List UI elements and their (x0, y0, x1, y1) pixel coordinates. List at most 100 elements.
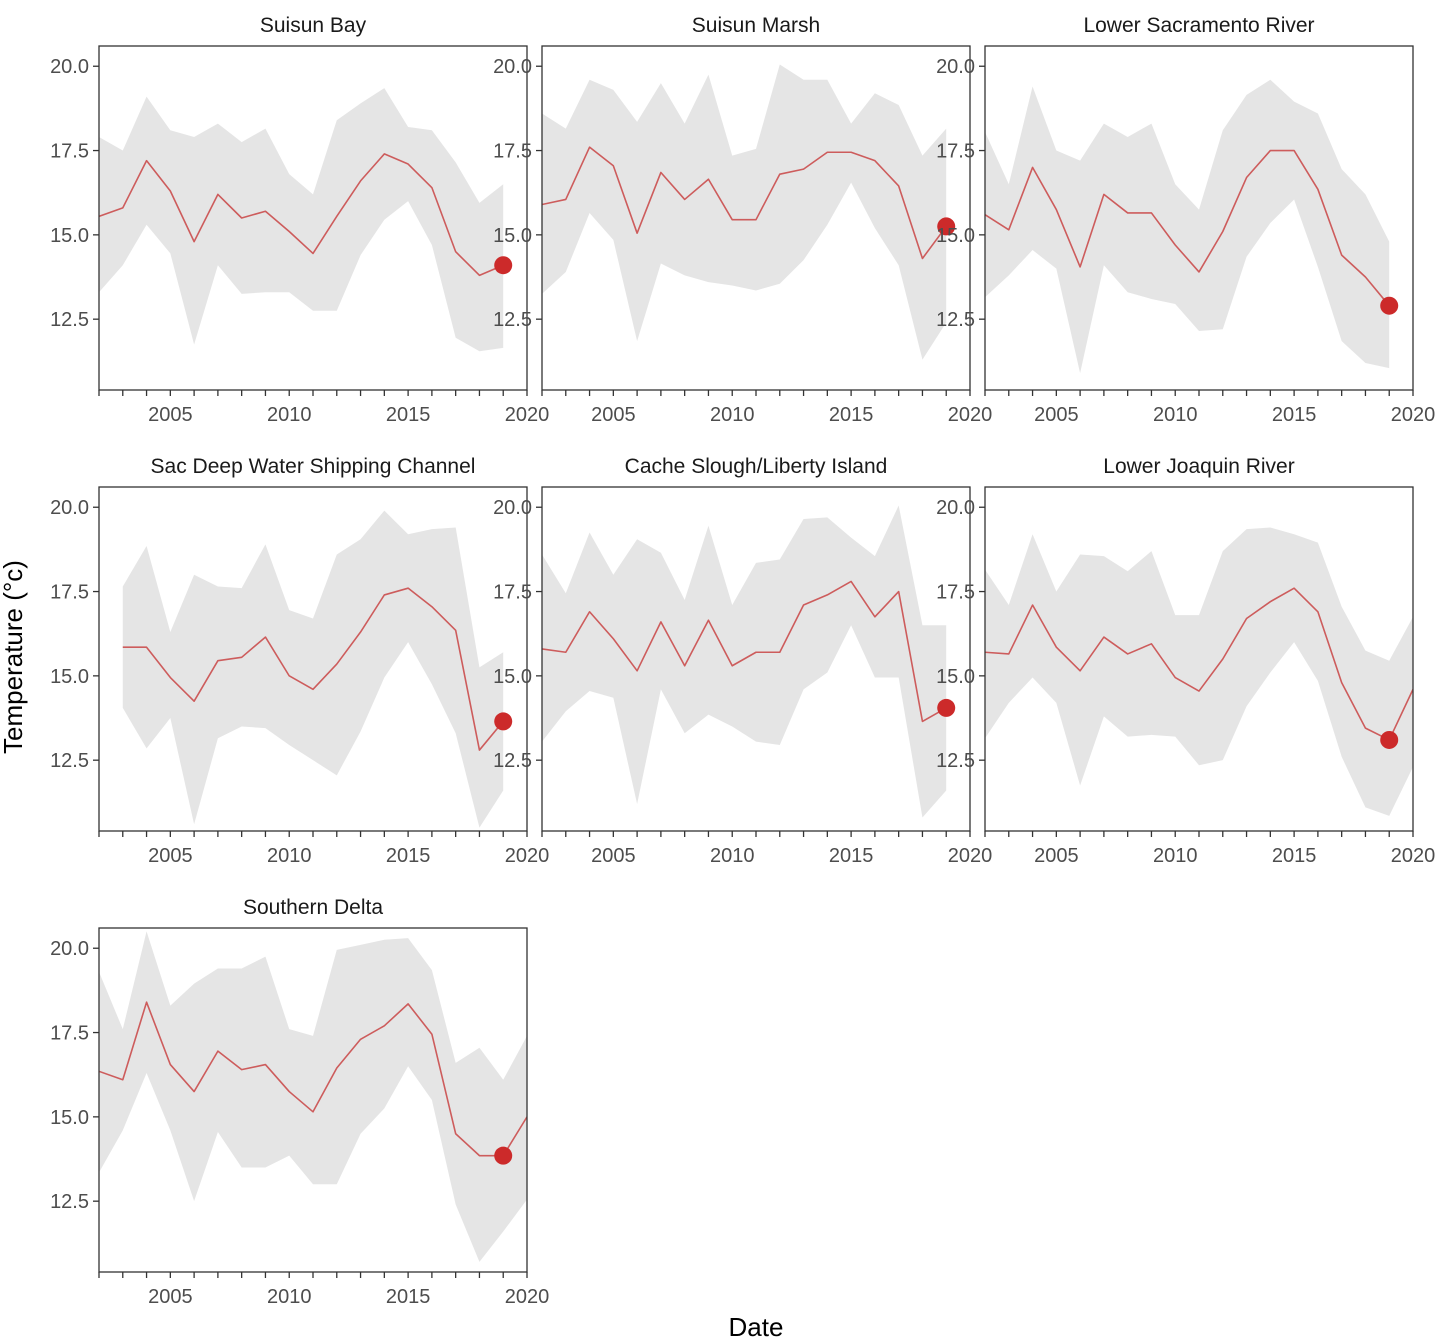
y-tick-label: 12.5 (493, 309, 532, 331)
panel-plot-area (99, 931, 527, 1262)
x-tick-label: 2020 (505, 845, 550, 867)
y-axis-title: Temperature (°c) (0, 560, 28, 754)
x-tick-label: 2005 (591, 845, 636, 867)
x-axis-title: Date (729, 1312, 784, 1342)
x-tick-label: 2015 (1272, 845, 1317, 867)
mean-line (542, 580, 947, 723)
y-tick-label: 20.0 (50, 56, 89, 78)
x-tick-label: 2010 (267, 845, 312, 867)
y-tick-label: 15.0 (50, 225, 89, 247)
y-tick-label: 20.0 (936, 56, 975, 78)
x-tick-label: 2015 (829, 845, 874, 867)
x-tick-label: 2010 (267, 404, 312, 426)
panel-plot-area (542, 505, 947, 818)
x-tick-label: 2010 (267, 1286, 312, 1308)
current-year-point (937, 217, 956, 236)
facet-panel: Suisun Marsh 12.5 15.0 17.5 20.0 2005 2010 2015… (493, 14, 992, 426)
mean-line (985, 587, 1413, 741)
panel-plot-area (985, 527, 1413, 816)
x-tick-label: 2005 (148, 404, 193, 426)
panel-title: Lower Sacramento River (1083, 14, 1314, 37)
facet-panel: Lower Joaquin River 12.5 15.0 17.5 20.0 2005 2… (936, 455, 1435, 867)
y-tick-label: 17.5 (50, 141, 89, 163)
mean-line (542, 146, 947, 260)
panel-title: Sac Deep Water Shipping Channel (151, 455, 476, 478)
x-tick-label: 2005 (1034, 404, 1079, 426)
range-ribbon (985, 79, 1390, 374)
y-tick-label: 17.5 (50, 1023, 89, 1045)
y-tick-label: 20.0 (493, 497, 532, 519)
current-year-point (1380, 296, 1399, 315)
y-tick-label: 12.5 (50, 750, 89, 772)
x-tick-label: 2015 (1272, 404, 1317, 426)
y-tick-label: 17.5 (493, 141, 532, 163)
range-ribbon (542, 505, 947, 818)
y-tick-label: 15.0 (50, 666, 89, 688)
current-year-point (937, 698, 956, 717)
current-year-point (1380, 730, 1399, 749)
x-tick-label: 2020 (505, 1286, 550, 1308)
panel-title: Suisun Bay (260, 14, 367, 37)
x-tick-label: 2015 (386, 1286, 431, 1308)
x-tick-label: 2020 (1391, 845, 1436, 867)
y-tick-label: 12.5 (50, 1191, 89, 1213)
range-ribbon (122, 510, 504, 828)
facet-panel: Lower Sacramento River 12.5 15.0 17.5 20.0 20… (936, 14, 1435, 426)
x-tick-label: 2005 (591, 404, 636, 426)
facet-panel: Sac Deep Water Shipping Channel 12.5 15.0 1… (50, 455, 549, 867)
mean-line (985, 149, 1390, 307)
range-ribbon (985, 527, 1413, 816)
range-ribbon (542, 64, 947, 360)
range-ribbon (99, 931, 527, 1262)
y-tick-label: 15.0 (50, 1107, 89, 1129)
x-tick-label: 2015 (386, 845, 431, 867)
facet-panel: Cache Slough/Liberty Island 12.5 15.0 17.5 2… (493, 455, 992, 867)
range-ribbon (99, 88, 504, 352)
y-tick-label: 15.0 (493, 666, 532, 688)
panel-plot-area (122, 510, 504, 828)
facet-panels: Suisun Bay 12.5 15.0 17.5 20.0 2005 2010 2015 20… (50, 14, 1435, 1308)
x-tick-label: 2020 (1391, 404, 1436, 426)
y-tick-label: 20.0 (493, 56, 532, 78)
panel-title: Lower Joaquin River (1103, 455, 1294, 478)
y-tick-label: 12.5 (936, 309, 975, 331)
x-tick-label: 2020 (948, 845, 993, 867)
y-tick-label: 17.5 (50, 582, 89, 604)
mean-line (122, 587, 504, 751)
current-year-point (494, 256, 513, 275)
y-tick-label: 20.0 (50, 497, 89, 519)
x-tick-label: 2005 (148, 1286, 193, 1308)
mean-line (99, 1001, 527, 1157)
panel-title: Suisun Marsh (692, 14, 820, 37)
current-year-point (494, 712, 513, 731)
x-tick-label: 2005 (148, 845, 193, 867)
y-tick-label: 20.0 (936, 497, 975, 519)
y-tick-label: 17.5 (493, 582, 532, 604)
x-tick-label: 2015 (386, 404, 431, 426)
x-tick-label: 2015 (829, 404, 874, 426)
mean-line (99, 153, 504, 277)
x-tick-label: 2010 (710, 404, 755, 426)
x-tick-label: 2010 (710, 845, 755, 867)
y-tick-label: 12.5 (50, 309, 89, 331)
panel-title: Cache Slough/Liberty Island (625, 455, 888, 478)
facet-panel: Suisun Bay 12.5 15.0 17.5 20.0 2005 2010 2015 20… (50, 14, 549, 426)
panel-plot-area (542, 64, 947, 360)
x-tick-label: 2010 (1153, 404, 1198, 426)
y-tick-label: 15.0 (936, 225, 975, 247)
x-tick-label: 2010 (1153, 845, 1198, 867)
y-tick-label: 12.5 (936, 750, 975, 772)
panel-plot-area (99, 88, 504, 352)
x-tick-label: 2020 (948, 404, 993, 426)
panel-plot-area (985, 79, 1390, 374)
panel-title: Southern Delta (243, 896, 383, 919)
facet-panel: Southern Delta 12.5 15.0 17.5 20.0 2005 2010 20… (50, 896, 549, 1308)
x-tick-label: 2005 (1034, 845, 1079, 867)
y-tick-label: 15.0 (936, 666, 975, 688)
x-tick-label: 2020 (505, 404, 550, 426)
y-tick-label: 15.0 (493, 225, 532, 247)
y-tick-label: 17.5 (936, 141, 975, 163)
y-tick-label: 17.5 (936, 582, 975, 604)
y-tick-label: 20.0 (50, 938, 89, 960)
